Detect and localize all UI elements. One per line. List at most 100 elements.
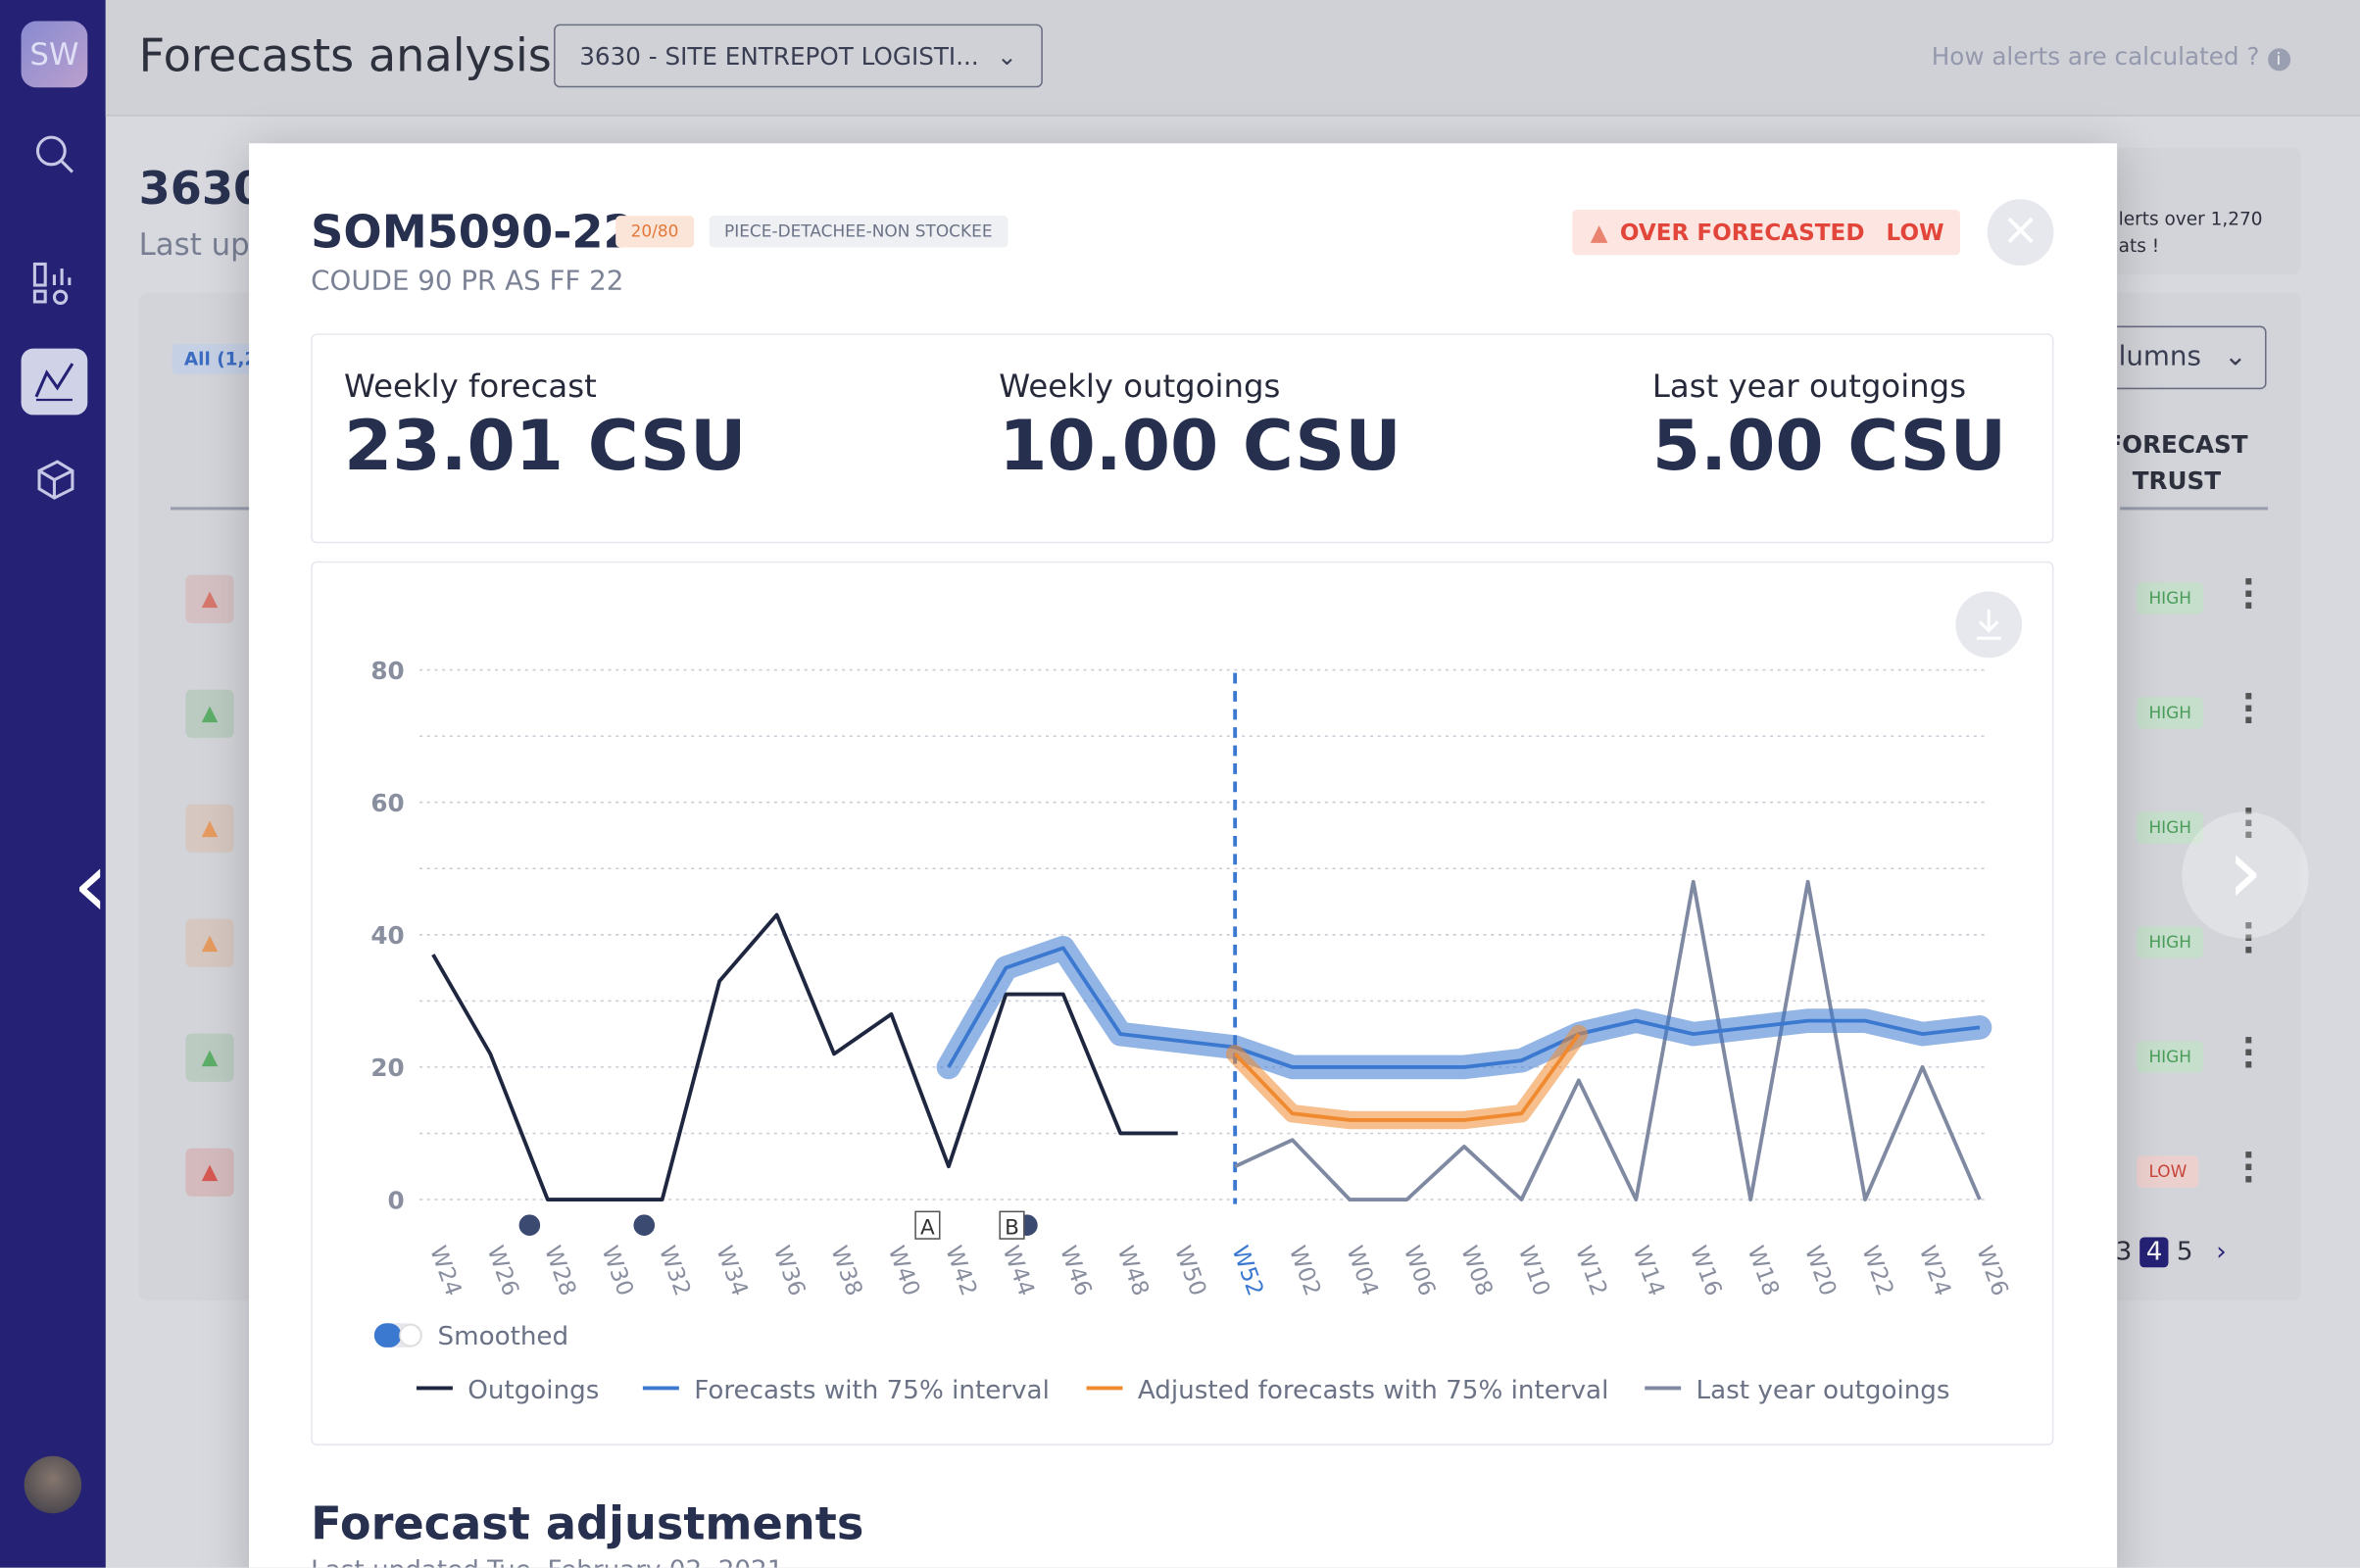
dashboard-icon[interactable] — [30, 260, 78, 308]
adjustments-subtitle: Last updated Tue, February 02, 2021 — [311, 1555, 783, 1567]
stat-value: 5.00 CSU — [1651, 404, 2007, 486]
x-tick-label: W46 — [1055, 1243, 1096, 1299]
trust-badge: HIGH — [2137, 697, 2204, 729]
x-tick-label: W06 — [1399, 1243, 1440, 1299]
user-avatar[interactable] — [24, 1455, 82, 1514]
close-button[interactable]: × — [1987, 199, 2054, 266]
stat-label: Last year outgoings — [1651, 368, 1967, 405]
stats-card: Weekly forecast 23.01 CSU Weekly outgoing… — [311, 333, 2054, 544]
y-tick-label: 20 — [370, 1054, 404, 1082]
trust-badge: LOW — [1869, 210, 1961, 256]
y-tick-label: 0 — [387, 1186, 404, 1214]
alert-icon: ▲ — [1590, 219, 1608, 246]
help-text: How alerts are calculated ? — [1931, 42, 2260, 72]
x-tick-label: W26 — [1971, 1243, 2012, 1299]
trust-badge: HIGH — [2137, 811, 2204, 844]
search-icon[interactable] — [30, 129, 78, 177]
pagination: 3 4 5 › — [2115, 1237, 2227, 1268]
x-tick-label: W20 — [1799, 1243, 1841, 1299]
series-line — [947, 946, 1981, 1069]
divider — [170, 507, 262, 510]
page-link[interactable]: 5 — [2176, 1237, 2193, 1268]
x-tick-label: W14 — [1628, 1243, 1669, 1299]
column-header-line: TRUST — [2132, 466, 2222, 496]
last-updated: Last upc — [138, 225, 267, 263]
row-alert-icon: ▲ — [185, 804, 234, 853]
row-alert-icon: ▲ — [185, 1148, 234, 1197]
annotation-box — [914, 1210, 941, 1240]
prev-arrow[interactable]: ‹ — [72, 832, 109, 939]
x-tick-label: W40 — [883, 1243, 924, 1299]
x-tick-label: W38 — [825, 1243, 866, 1299]
toggle-knob — [399, 1324, 422, 1348]
logo[interactable]: SW — [21, 21, 88, 88]
legend-label: Last year outgoings — [1696, 1376, 1950, 1405]
trust-badge: HIGH — [2137, 582, 2204, 614]
stat-label: Weekly outgoings — [999, 368, 1281, 405]
site-select[interactable]: 3630 - SITE ENTREPOT LOGISTI... ⌄ — [554, 24, 1043, 88]
series-line — [431, 912, 1178, 1201]
event-avatar — [516, 1211, 544, 1240]
legend-label: Adjusted forecasts with 75% interval — [1138, 1376, 1608, 1405]
annotation-label: A — [920, 1215, 935, 1240]
row-alert-icon: ▲ — [185, 918, 234, 967]
y-tick-label: 60 — [370, 789, 404, 817]
x-tick-label: W50 — [1169, 1243, 1210, 1299]
x-tick-label: W26 — [482, 1243, 523, 1299]
legend-label: Outgoings — [467, 1376, 599, 1405]
site-code: 3630 — [138, 163, 266, 217]
trust-badge: HIGH — [2137, 926, 2204, 958]
series-line — [1233, 1033, 1581, 1122]
column-header-line: FORECAST — [2105, 429, 2248, 460]
annotation-box — [999, 1210, 1025, 1240]
next-page[interactable]: › — [2216, 1237, 2227, 1268]
page-current[interactable]: 4 — [2139, 1237, 2169, 1268]
next-arrow[interactable]: › — [2182, 811, 2309, 939]
x-tick-label: W24 — [1914, 1243, 1955, 1299]
chevron: ⌄ — [2224, 340, 2247, 373]
ratio-chip: 20/80 — [615, 216, 694, 248]
help-link[interactable]: How alerts are calculated ? i — [1931, 42, 2290, 72]
alert-note-line: lerts over 1,270 — [2118, 208, 2263, 230]
stat-value: 10.00 CSU — [999, 404, 1401, 486]
description: COUDE 90 PR AS FF 22 — [311, 265, 624, 298]
columns-text: lumns — [2118, 340, 2201, 373]
sku: SOM5090-22 — [311, 206, 635, 260]
trust-badge: LOW — [2137, 1155, 2199, 1188]
divider — [2120, 507, 2269, 510]
info-icon: i — [2267, 48, 2290, 72]
row-alert-icon: ▲ — [185, 1033, 234, 1082]
box-icon[interactable] — [30, 456, 78, 504]
x-tick-label: W34 — [711, 1243, 752, 1299]
stat: Weekly outgoings 10.00 CSU — [999, 368, 1401, 486]
alert-text: OVER FORECASTED — [1619, 219, 1865, 246]
x-tick-label: W36 — [768, 1243, 810, 1299]
x-tick-label: W08 — [1455, 1243, 1497, 1299]
x-tick-label: W24 — [424, 1243, 466, 1299]
x-tick-label: W10 — [1513, 1243, 1554, 1299]
y-tick-label: 40 — [370, 921, 404, 950]
table-panel-right — [2082, 292, 2301, 1301]
chart: Smoothed 0 20 40 60 80 W24 W26 W28 W30 W32 W34 W36 W… — [370, 591, 2023, 1405]
modal: SOM5090-22 20/80 PIECE-DETACHEE-NON STOC… — [249, 143, 2118, 1568]
x-tick-label: W16 — [1685, 1243, 1726, 1299]
header: Forecasts analysis 3630 - SITE ENTREPOT … — [105, 0, 2360, 117]
alert-note: lerts over 1,270 ats ! — [2119, 205, 2263, 259]
x-tick-label: W42 — [940, 1243, 981, 1299]
stat-value: 23.01 CSU — [344, 404, 747, 486]
annotation-label: B — [1005, 1215, 1019, 1240]
alert-badge: ▲ OVER FORECASTED — [1572, 210, 1880, 256]
x-tick-label: W12 — [1570, 1243, 1611, 1299]
forecast-nav-active[interactable] — [21, 348, 88, 416]
toggle-label: Smoothed — [437, 1322, 568, 1351]
x-tick-label: W02 — [1284, 1243, 1325, 1299]
page-link[interactable]: 3 — [2115, 1237, 2133, 1268]
x-tick-label: W32 — [654, 1243, 695, 1299]
y-tick-label: 80 — [370, 657, 404, 685]
chart-card — [311, 561, 2054, 1446]
stat-label: Weekly forecast — [344, 368, 597, 405]
chevron: ⌄ — [997, 42, 1017, 72]
row-alert-icon: ▲ — [185, 574, 234, 623]
category-chip: PIECE-DETACHEE-NON STOCKEE — [709, 216, 1008, 248]
